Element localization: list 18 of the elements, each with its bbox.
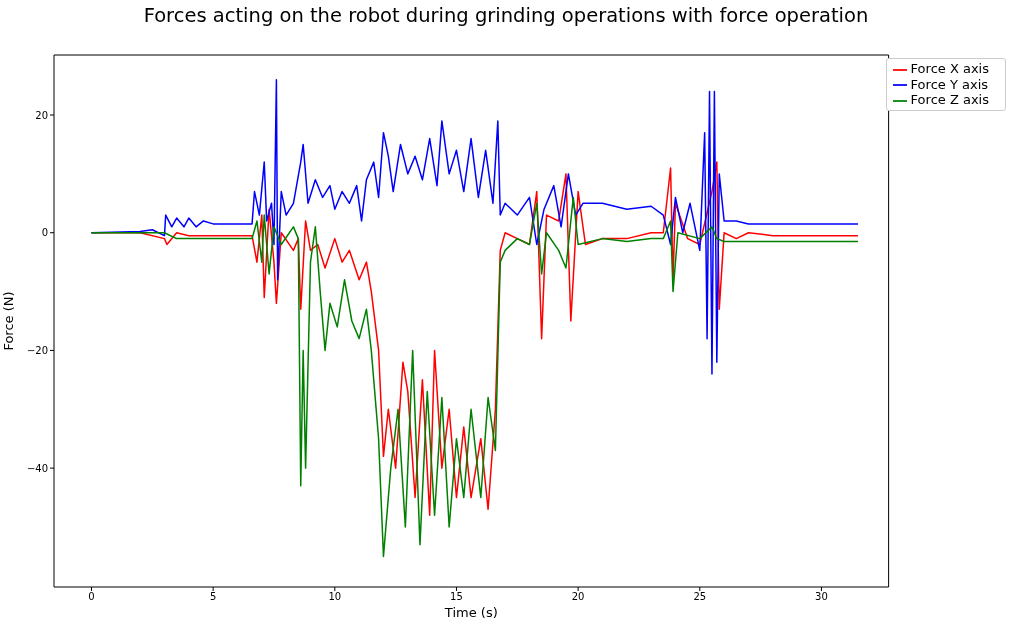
x-tick-label: 20 [571,591,585,603]
x-tick-label: 30 [815,591,828,603]
y-tick-label: 20 [35,109,48,121]
x-tick-label: 5 [209,591,217,603]
x-tick-label: 0 [88,591,95,603]
legend-label: Force X axis [910,61,989,76]
y-tick-label: −40 [26,462,48,474]
y-tick-label: 0 [41,227,48,239]
chart-title: Forces acting on the robot during grinding operations with force operation [142,4,870,27]
y-axis-title: Force (N) [0,291,16,351]
legend-label: Force Y axis [910,76,989,92]
legend-label: Force Z axis [910,92,989,107]
y-tick-label: −20 [26,344,48,356]
x-tick-label: 25 [693,591,707,603]
x-tick-label: 10 [328,591,342,603]
line-series [90,196,859,558]
x-tick-label: 15 [450,591,463,603]
x-axis-title: Time (s) [443,605,498,620]
